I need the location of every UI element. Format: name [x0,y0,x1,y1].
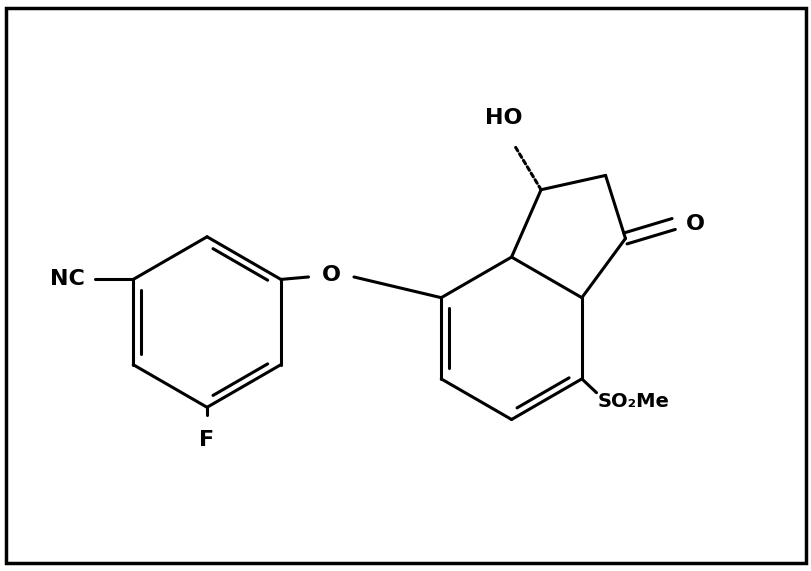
Text: HO: HO [485,108,522,128]
Text: O: O [321,266,341,286]
Text: NC: NC [50,270,85,289]
Text: F: F [200,430,214,450]
Text: SO₂Me: SO₂Me [598,392,669,411]
Text: O: O [685,214,704,234]
